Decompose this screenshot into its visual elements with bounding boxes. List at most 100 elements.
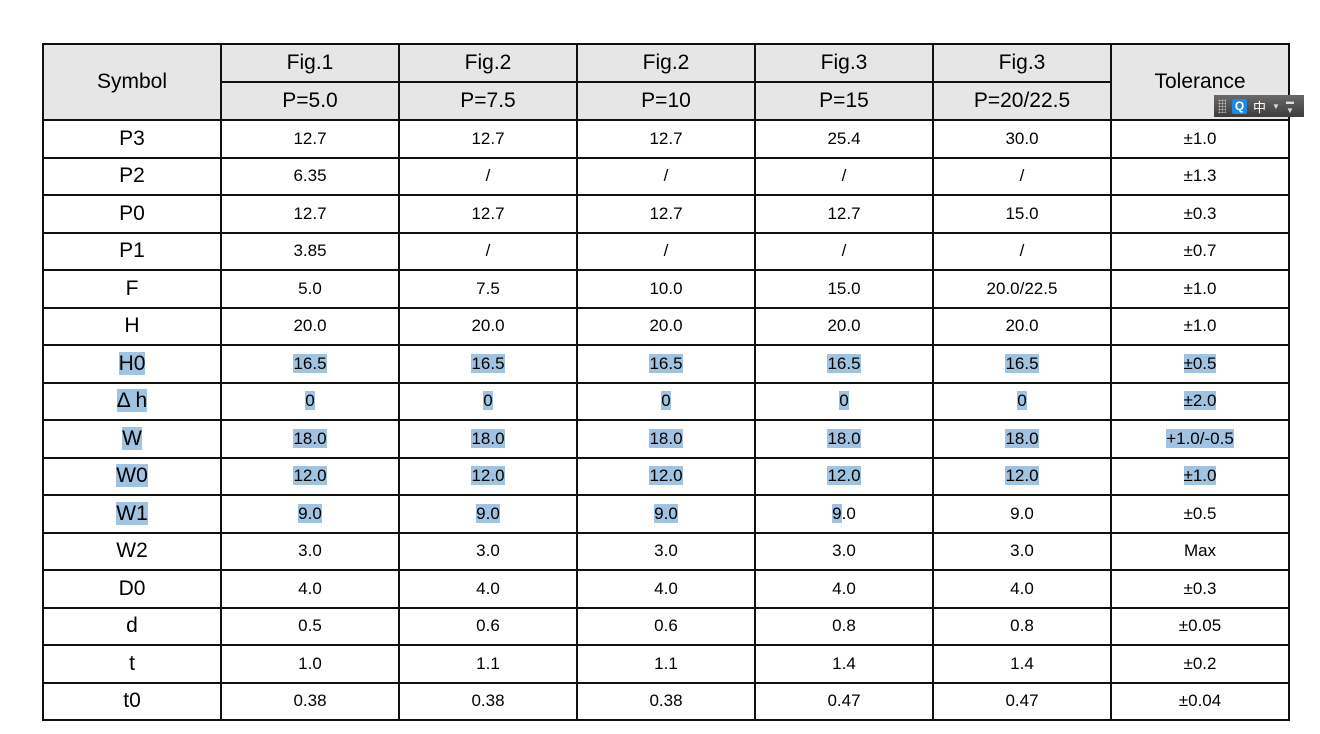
cell-text: 20.0/22.5: [986, 278, 1058, 298]
grip-icon[interactable]: [1218, 99, 1226, 113]
cell-text: 12.7: [649, 203, 683, 223]
cell-text: 12.7: [293, 203, 327, 223]
value-cell: 1.4: [932, 644, 1112, 684]
table-row: D0 4.0 4.0 4.0 4.0 4.0 ±0.3: [42, 569, 1290, 609]
cell-text: 16.5: [293, 353, 327, 373]
value-cell: 12.0: [754, 456, 934, 496]
dropdown-icon[interactable]: ▼: [1272, 101, 1280, 111]
symbol-cell: W: [42, 419, 222, 459]
value-cell: 9.0: [754, 494, 934, 534]
tolerance-cell: ±0.5: [1110, 494, 1290, 534]
symbol-cell: P1: [42, 231, 222, 271]
symbol-cell: d: [42, 606, 222, 646]
value-cell: 16.5: [398, 344, 578, 384]
cell-text: W: [122, 426, 142, 450]
cell-text: ±1.0: [1183, 466, 1217, 486]
cell-text: ±1.0: [1183, 128, 1217, 148]
cell-text: 0: [483, 391, 493, 411]
value-cell: 18.0: [932, 419, 1112, 459]
ime-toolbar[interactable]: Q 中 ▼ ▬ ▼: [1214, 95, 1304, 117]
cell-text: ±0.2: [1183, 653, 1217, 673]
cell-text: P1: [119, 239, 145, 263]
tolerance-cell: ±0.3: [1110, 569, 1290, 609]
cell-text: 0.38: [471, 691, 505, 711]
ime-logo-icon[interactable]: Q: [1232, 98, 1247, 114]
value-cell: 12.0: [932, 456, 1112, 496]
cell-text: 25.4: [827, 128, 861, 148]
cell-text: /: [663, 241, 669, 261]
cell-text: 16.5: [649, 353, 683, 373]
value-cell: 4.0: [576, 569, 756, 609]
cell-text: 1.4: [1010, 653, 1034, 673]
cell-text: P0: [119, 201, 145, 225]
value-cell: 18.0: [754, 419, 934, 459]
symbol-cell: P3: [42, 119, 222, 159]
value-cell: 20.0: [398, 306, 578, 346]
table-row: P3 12.7 12.7 12.7 25.4 30.0 ±1.0: [42, 119, 1290, 159]
cell-text: 12.7: [471, 203, 505, 223]
pitch-header: P=7.5: [398, 81, 578, 121]
cell-text: 0.5: [298, 616, 322, 636]
value-cell: 18.0: [576, 419, 756, 459]
value-cell: 12.7: [220, 194, 400, 234]
cell-text: 12.0: [649, 466, 683, 486]
table-row: t0 0.38 0.38 0.38 0.47 0.47 ±0.04: [42, 681, 1290, 721]
cell-text: 18.0: [1005, 428, 1039, 448]
chinese-mode-icon[interactable]: 中: [1253, 99, 1267, 115]
value-cell: 20.0/22.5: [932, 269, 1112, 309]
cell-text: 3.0: [1010, 541, 1034, 561]
cell-text: 12.7: [827, 203, 861, 223]
minimize-icon[interactable]: ▬ ▼: [1285, 97, 1294, 115]
value-cell: /: [932, 231, 1112, 271]
cell-text: 9.0: [298, 503, 322, 523]
table-row: W2 3.0 3.0 3.0 3.0 3.0 Max: [42, 531, 1290, 571]
value-cell: 0.47: [754, 681, 934, 721]
cell-text: 18.0: [293, 428, 327, 448]
cell-text: 18.0: [827, 428, 861, 448]
cell-text: ±1.0: [1183, 278, 1217, 298]
cell-text: 18.0: [471, 428, 505, 448]
value-cell: 0.47: [932, 681, 1112, 721]
value-cell: 12.7: [754, 194, 934, 234]
cell-text: ±0.7: [1183, 241, 1217, 261]
header-row-pitch: P=5.0 P=7.5 P=10 P=15 P=20/22.5: [43, 81, 1289, 121]
cell-text: 3.0: [832, 541, 856, 561]
value-cell: 3.0: [932, 531, 1112, 571]
cell-text: W0: [116, 464, 148, 488]
cell-text: 30.0: [1005, 128, 1039, 148]
symbol-cell: P2: [42, 156, 222, 196]
cell-text: 1.0: [298, 653, 322, 673]
cell-text: 9.0: [832, 503, 856, 523]
value-cell: 0: [220, 381, 400, 421]
cell-text: 0.38: [649, 691, 683, 711]
table-row: P1 3.85 / / / / ±0.7: [42, 231, 1290, 271]
value-cell: 3.85: [220, 231, 400, 271]
value-cell: 1.1: [398, 644, 578, 684]
value-cell: 16.5: [754, 344, 934, 384]
tolerance-cell: ±0.05: [1110, 606, 1290, 646]
value-cell: 20.0: [576, 306, 756, 346]
cell-text: F: [125, 276, 139, 300]
tolerance-cell: ±1.0: [1110, 456, 1290, 496]
value-cell: 0.6: [576, 606, 756, 646]
cell-text: /: [485, 166, 491, 186]
cell-text: P2: [119, 164, 145, 188]
symbol-cell: t: [42, 644, 222, 684]
tolerance-cell: ±1.0: [1110, 119, 1290, 159]
cell-text: ±0.3: [1183, 203, 1217, 223]
cell-text: 4.0: [298, 578, 322, 598]
value-cell: 20.0: [220, 306, 400, 346]
cell-text: 12.0: [827, 466, 861, 486]
cell-text: /: [1019, 166, 1025, 186]
cell-text: 7.5: [476, 278, 500, 298]
cell-text: 3.0: [654, 541, 678, 561]
value-cell: 4.0: [932, 569, 1112, 609]
symbol-cell: H: [42, 306, 222, 346]
pitch-header: P=5.0: [220, 81, 400, 121]
cell-text: ±0.3: [1183, 578, 1217, 598]
value-cell: 4.0: [398, 569, 578, 609]
cell-text: 10.0: [649, 278, 683, 298]
symbol-cell: H0: [42, 344, 222, 384]
table-row: P2 6.35 / / / / ±1.3: [42, 156, 1290, 196]
tolerance-header: Tolerance: [1110, 43, 1290, 121]
